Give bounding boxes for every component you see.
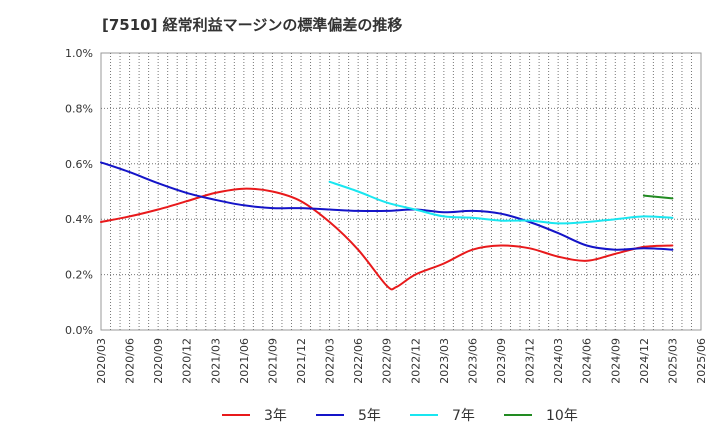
series-line-2 bbox=[328, 180, 674, 225]
chart-title: [7510] 経常利益マージンの標準偏差の推移 bbox=[102, 16, 403, 34]
legend-item: 7年 bbox=[410, 403, 475, 427]
legend-swatch bbox=[504, 414, 532, 416]
y-tick-label: 1.0% bbox=[65, 47, 93, 60]
x-tick-label: 2023/06 bbox=[466, 338, 479, 384]
x-tick-label: 2020/09 bbox=[152, 338, 165, 384]
legend-label: 3年 bbox=[264, 408, 287, 424]
legend-swatch bbox=[410, 414, 438, 416]
x-tick-label: 2025/03 bbox=[666, 338, 679, 384]
series-line-3 bbox=[642, 194, 674, 200]
legend-item: 5年 bbox=[316, 403, 381, 427]
legend-swatch bbox=[316, 414, 344, 416]
x-tick-label: 2022/03 bbox=[324, 338, 337, 384]
legend-label: 10年 bbox=[546, 408, 578, 424]
y-tick-label: 0.2% bbox=[65, 269, 93, 282]
x-tick-label: 2022/06 bbox=[352, 338, 365, 384]
legend-item: 3年 bbox=[222, 403, 287, 427]
x-tick-label: 2024/06 bbox=[581, 338, 594, 384]
x-tick-label: 2021/09 bbox=[266, 338, 279, 384]
legend-item: 10年 bbox=[504, 403, 578, 427]
x-tick-label: 2024/12 bbox=[638, 338, 651, 384]
x-tick-label: 2022/09 bbox=[381, 338, 394, 384]
x-tick-label: 2021/12 bbox=[295, 338, 308, 384]
series-line-1 bbox=[100, 161, 674, 251]
x-tick-label: 2020/06 bbox=[124, 338, 137, 384]
legend-label: 7年 bbox=[452, 408, 475, 424]
x-tick-label: 2020/12 bbox=[181, 338, 194, 384]
legend: 3年 5年 7年 10年 bbox=[0, 403, 720, 427]
y-tick-label: 0.6% bbox=[65, 158, 93, 171]
x-tick-label: 2024/03 bbox=[552, 338, 565, 384]
y-tick-label: 0.0% bbox=[65, 324, 93, 337]
x-tick-label: 2024/09 bbox=[609, 338, 622, 384]
y-tick-label: 0.8% bbox=[65, 102, 93, 115]
x-tick-label: 2021/06 bbox=[238, 338, 251, 384]
x-tick-label: 2025/06 bbox=[695, 338, 708, 384]
x-tick-label: 2023/03 bbox=[438, 338, 451, 384]
legend-label: 5年 bbox=[358, 408, 381, 424]
legend-swatch bbox=[222, 414, 250, 416]
plot-area bbox=[100, 52, 702, 331]
x-tick-label: 2023/12 bbox=[524, 338, 537, 384]
y-tick-label: 0.4% bbox=[65, 213, 93, 226]
x-tick-label: 2023/09 bbox=[495, 338, 508, 384]
x-tick-label: 2020/03 bbox=[95, 338, 108, 384]
x-tick-label: 2022/12 bbox=[409, 338, 422, 384]
x-tick-label: 2021/03 bbox=[209, 338, 222, 384]
